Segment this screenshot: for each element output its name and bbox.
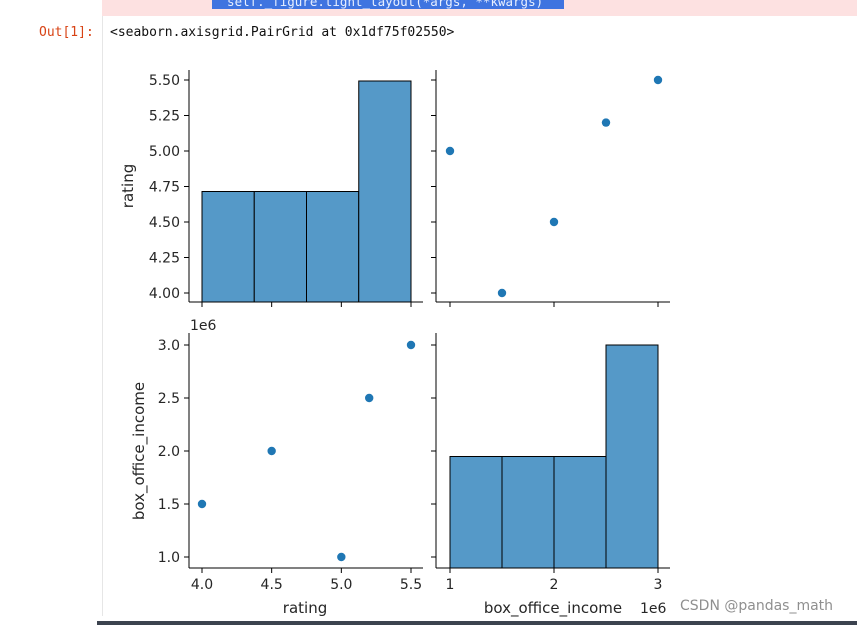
histogram-bar-rating (306, 191, 360, 303)
offset-label-top: 1e6 (190, 318, 217, 334)
scatter-point-rating-vs-income (197, 499, 207, 509)
histogram-bar-rating (358, 80, 412, 303)
xtick-label-rating: 5.0 (330, 577, 352, 593)
offset-label-bottom: 1e6 (640, 601, 667, 617)
xlabel-rating: rating (283, 599, 327, 617)
histogram-bar-box-office-income (449, 456, 503, 569)
xtick-label-box-office-income: 3 (654, 577, 663, 593)
selected-code-line[interactable]: self._figure.tight_layout(*args, **kwarg… (212, 0, 564, 9)
ytick-label-rating: 5.25 (149, 109, 180, 125)
histogram-bar-box-office-income (501, 456, 555, 569)
scatter-point-rating-vs-income (337, 552, 346, 562)
histogram-bar-rating (201, 191, 255, 303)
scatter-point-income-vs-rating (497, 288, 507, 298)
ytick-label-rating: 5.00 (149, 144, 180, 160)
ytick-label-rating: 4.00 (149, 286, 180, 302)
histogram-bar-box-office-income (605, 344, 659, 569)
xlabel-box-office-income: box_office_income (484, 599, 622, 618)
xtick-label-rating: 4.0 (191, 577, 213, 593)
scatter-point-income-vs-rating (445, 146, 455, 156)
ytick-label-box-office-income: 1.5 (158, 497, 180, 513)
scatter-point-income-vs-rating (653, 75, 663, 85)
histogram-bar-box-office-income (553, 456, 607, 569)
previous-output-warning: self._figure.tight_layout(*args, **kwarg… (102, 0, 857, 16)
xtick-label-box-office-income: 1 (446, 577, 455, 593)
output-repr-text[interactable]: <seaborn.axisgrid.PairGrid at 0x1df75f02… (110, 25, 455, 40)
ytick-label-box-office-income: 2.5 (158, 391, 180, 407)
scatter-point-income-vs-rating (601, 118, 611, 127)
window-bottom-bar (97, 621, 857, 625)
scatter-point-income-vs-rating (549, 217, 559, 227)
scatter-point-rating-vs-income (406, 340, 416, 350)
scatter-point-rating-vs-income (267, 446, 276, 456)
scatter-point-rating-vs-income (365, 393, 374, 403)
ytick-label-box-office-income: 2.0 (158, 444, 180, 460)
ytick-label-rating: 4.50 (149, 215, 180, 231)
csdn-watermark: CSDN @pandas_math (680, 598, 834, 614)
ytick-label-box-office-income: 3.0 (158, 338, 180, 354)
output-prompt: Out[1]: (39, 25, 94, 40)
ytick-label-box-office-income: 1.0 (158, 550, 180, 566)
histogram-bar-rating (253, 191, 307, 303)
ytick-label-rating: 4.25 (149, 251, 180, 267)
ylabel-rating: rating (119, 164, 137, 208)
xtick-label-rating: 4.5 (261, 577, 283, 593)
xtick-label-box-office-income: 2 (550, 577, 559, 593)
cell-gutter (0, 16, 103, 616)
xtick-label-rating: 5.5 (400, 577, 422, 593)
ytick-label-rating: 4.75 (149, 180, 180, 196)
ylabel-box-office-income: box_office_income (130, 382, 149, 520)
ytick-label-rating: 5.50 (149, 73, 180, 89)
